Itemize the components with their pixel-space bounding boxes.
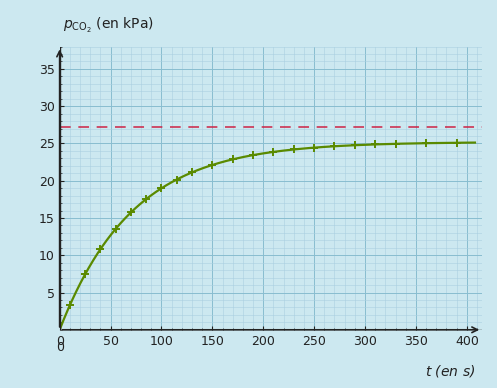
Text: $p_{\mathrm{CO_2}}$ (en kPa): $p_{\mathrm{CO_2}}$ (en kPa) <box>63 16 154 35</box>
Text: 0: 0 <box>56 341 64 354</box>
Text: $t$ (en s): $t$ (en s) <box>425 363 475 379</box>
